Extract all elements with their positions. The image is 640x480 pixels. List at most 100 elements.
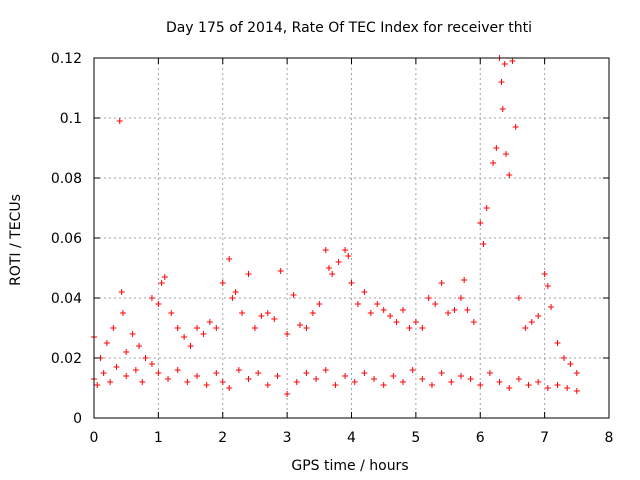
data-point xyxy=(412,319,419,325)
data-point xyxy=(165,376,172,382)
y-tick-label: 0.04 xyxy=(51,291,82,307)
data-point xyxy=(187,343,194,349)
data-point xyxy=(348,280,355,286)
data-point xyxy=(457,373,464,379)
x-tick-label: 1 xyxy=(154,430,163,446)
data-point xyxy=(380,382,387,388)
data-point xyxy=(506,172,513,178)
data-point xyxy=(354,301,361,307)
data-point xyxy=(425,295,432,301)
data-point xyxy=(573,370,580,376)
data-point xyxy=(480,241,487,247)
data-point xyxy=(239,310,246,316)
data-point xyxy=(184,379,191,385)
data-point xyxy=(264,382,271,388)
data-point xyxy=(148,295,155,301)
data-point xyxy=(332,382,339,388)
data-point xyxy=(118,289,125,295)
data-point xyxy=(560,355,567,361)
data-point xyxy=(107,379,114,385)
data-point xyxy=(226,256,233,262)
data-point xyxy=(213,325,220,331)
data-point xyxy=(255,370,262,376)
data-point xyxy=(461,277,468,283)
x-tick-label: 5 xyxy=(411,430,420,446)
data-point xyxy=(486,370,493,376)
y-axis-label: ROTI / TECUs xyxy=(8,194,24,286)
data-point xyxy=(251,325,258,331)
data-point xyxy=(158,280,165,286)
data-point xyxy=(361,370,368,376)
data-point xyxy=(297,322,303,328)
data-point xyxy=(94,382,101,388)
data-point xyxy=(174,325,181,331)
data-point xyxy=(351,379,358,385)
data-point xyxy=(213,370,220,376)
data-point xyxy=(274,373,281,379)
data-point xyxy=(313,376,320,382)
data-point xyxy=(161,274,168,280)
data-point xyxy=(506,385,513,391)
data-point xyxy=(419,325,426,331)
data-point xyxy=(148,361,155,367)
data-point xyxy=(451,307,458,313)
y-tick-labels: 0 0.02 0.04 0.06 0.08 0.1 0.12 xyxy=(51,51,82,427)
y-tick-label: 0.1 xyxy=(60,111,82,127)
y-tick-label: 0.06 xyxy=(51,231,82,247)
data-point xyxy=(499,106,506,112)
data-point xyxy=(554,382,561,388)
data-point xyxy=(203,382,210,388)
data-point xyxy=(290,292,297,298)
x-tick-label: 2 xyxy=(218,430,227,446)
data-point xyxy=(303,370,310,376)
grid-lines xyxy=(94,58,609,418)
data-point xyxy=(245,376,252,382)
data-point xyxy=(155,370,162,376)
data-point xyxy=(438,280,445,286)
data-point xyxy=(119,310,126,316)
data-point xyxy=(467,376,474,382)
data-point xyxy=(544,385,551,391)
data-point xyxy=(100,370,107,376)
data-point xyxy=(390,373,397,379)
data-point xyxy=(428,382,435,388)
data-point xyxy=(493,145,500,151)
x-tick-label: 4 xyxy=(347,430,356,446)
data-points xyxy=(91,55,580,397)
data-point xyxy=(335,259,342,265)
data-point xyxy=(490,160,497,166)
y-tick-label: 0 xyxy=(73,411,82,427)
data-point xyxy=(325,265,332,271)
data-point xyxy=(554,340,561,346)
data-point xyxy=(293,379,300,385)
data-point xyxy=(470,319,477,325)
data-point xyxy=(103,340,110,346)
data-point xyxy=(139,379,146,385)
data-point xyxy=(361,289,368,295)
data-point xyxy=(168,310,175,316)
data-point xyxy=(409,367,416,373)
data-point xyxy=(374,301,381,307)
data-point xyxy=(528,319,535,325)
data-point xyxy=(329,271,336,277)
data-point xyxy=(264,310,271,316)
data-point xyxy=(322,247,329,253)
data-point xyxy=(464,307,471,313)
data-point xyxy=(123,349,130,355)
data-point xyxy=(406,325,413,331)
data-point xyxy=(544,283,551,289)
data-point xyxy=(512,124,519,130)
data-point xyxy=(448,379,455,385)
data-point xyxy=(477,220,484,226)
data-point xyxy=(277,268,284,274)
data-point xyxy=(400,307,406,313)
data-point xyxy=(136,343,143,349)
data-point xyxy=(522,325,529,331)
x-axis-label: GPS time / hours xyxy=(291,458,408,474)
data-point xyxy=(573,388,580,394)
data-point xyxy=(345,253,352,259)
data-point xyxy=(483,205,490,211)
x-tick-labels: 0 1 2 3 4 5 6 7 8 xyxy=(90,430,614,446)
data-point xyxy=(235,367,242,373)
